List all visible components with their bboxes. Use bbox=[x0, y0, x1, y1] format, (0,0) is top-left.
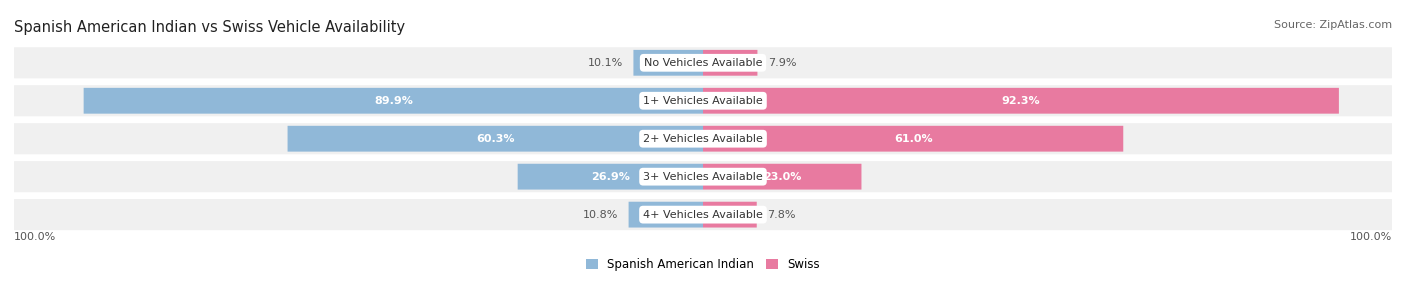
FancyBboxPatch shape bbox=[703, 164, 862, 190]
Text: 100.0%: 100.0% bbox=[14, 232, 56, 242]
Text: 2+ Vehicles Available: 2+ Vehicles Available bbox=[643, 134, 763, 144]
Text: 4+ Vehicles Available: 4+ Vehicles Available bbox=[643, 210, 763, 220]
FancyBboxPatch shape bbox=[83, 88, 703, 114]
Text: 10.1%: 10.1% bbox=[588, 58, 623, 68]
FancyBboxPatch shape bbox=[703, 126, 1123, 152]
FancyBboxPatch shape bbox=[703, 202, 756, 228]
Legend: Spanish American Indian, Swiss: Spanish American Indian, Swiss bbox=[582, 255, 824, 275]
Text: 7.9%: 7.9% bbox=[768, 58, 796, 68]
FancyBboxPatch shape bbox=[14, 199, 1392, 230]
Text: Source: ZipAtlas.com: Source: ZipAtlas.com bbox=[1274, 20, 1392, 30]
Text: 60.3%: 60.3% bbox=[477, 134, 515, 144]
Text: 10.8%: 10.8% bbox=[583, 210, 619, 220]
Text: Spanish American Indian vs Swiss Vehicle Availability: Spanish American Indian vs Swiss Vehicle… bbox=[14, 20, 405, 35]
Text: 7.8%: 7.8% bbox=[768, 210, 796, 220]
FancyBboxPatch shape bbox=[14, 85, 1392, 116]
Text: 92.3%: 92.3% bbox=[1001, 96, 1040, 106]
FancyBboxPatch shape bbox=[628, 202, 703, 228]
Text: 23.0%: 23.0% bbox=[763, 172, 801, 182]
FancyBboxPatch shape bbox=[703, 50, 758, 76]
FancyBboxPatch shape bbox=[14, 47, 1392, 78]
Text: 1+ Vehicles Available: 1+ Vehicles Available bbox=[643, 96, 763, 106]
FancyBboxPatch shape bbox=[517, 164, 703, 190]
FancyBboxPatch shape bbox=[634, 50, 703, 76]
Text: 3+ Vehicles Available: 3+ Vehicles Available bbox=[643, 172, 763, 182]
FancyBboxPatch shape bbox=[288, 126, 703, 152]
Text: 89.9%: 89.9% bbox=[374, 96, 413, 106]
FancyBboxPatch shape bbox=[703, 88, 1339, 114]
FancyBboxPatch shape bbox=[14, 123, 1392, 154]
Text: 61.0%: 61.0% bbox=[894, 134, 932, 144]
Text: 100.0%: 100.0% bbox=[1350, 232, 1392, 242]
Text: 26.9%: 26.9% bbox=[591, 172, 630, 182]
FancyBboxPatch shape bbox=[14, 161, 1392, 192]
Text: No Vehicles Available: No Vehicles Available bbox=[644, 58, 762, 68]
